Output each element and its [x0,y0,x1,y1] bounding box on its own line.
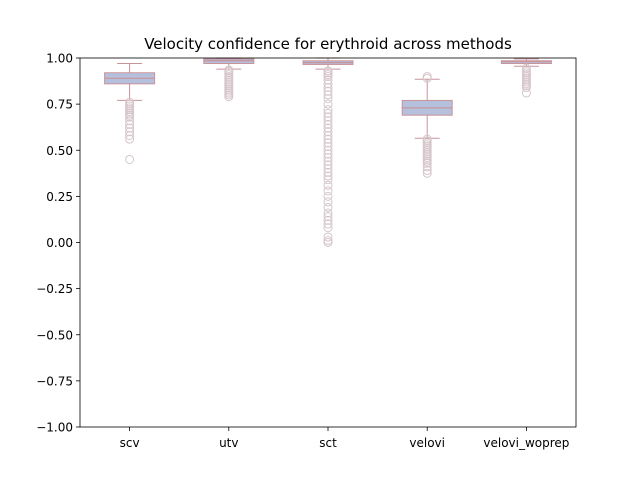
y-tick-label: −0.50 [36,328,73,342]
y-tick-label: 0.25 [46,190,73,204]
outlier-point [125,154,135,164]
outlier-point [323,160,333,170]
outlier-point [323,149,333,159]
outlier-point [323,83,333,93]
outlier-point [323,180,333,190]
x-tick-label: velovi_woprep [483,436,569,450]
outlier-point [323,112,333,122]
outlier-point [125,127,135,137]
outlier-point [323,90,333,100]
x-tick-label: sct [319,436,337,450]
chart-title: Velocity confidence for erythroid across… [144,35,512,53]
outlier-point [323,108,333,118]
outlier-point [323,191,333,201]
outlier-point [125,116,135,126]
outlier-point [323,164,333,174]
outlier-point [323,156,333,166]
outlier-point [323,167,333,177]
y-tick-label: 0.00 [46,236,73,250]
outlier-point [323,134,333,144]
plot-area: 1.00 0.75 0.50 0.25 0.00 −0.25 −0.50 −0.75 −1.00… [36,52,577,450]
outlier-point [422,158,432,168]
outlier-point [323,208,333,218]
outlier-point [125,134,135,144]
outlier-point [323,123,333,133]
outlier-point [323,116,333,126]
outlier-point [125,112,135,122]
outlier-point [323,153,333,163]
y-tick-label: −0.75 [36,374,73,388]
outlier-point [323,130,333,140]
outlier-point [521,88,531,98]
y-tick-label: −0.25 [36,282,73,296]
outlier-point [125,119,135,129]
outlier-point [224,92,234,102]
outlier-point [323,79,333,89]
outlier-point [323,171,333,181]
outlier-point [323,75,333,85]
outlier-point [323,238,333,247]
outlier-point [323,145,333,155]
outlier-point [323,223,333,233]
outlier-point [323,142,333,152]
outlier-point [323,86,333,96]
outlier-point [323,215,333,225]
outlier-point [323,71,333,81]
x-tick-label: utv [219,436,238,450]
outlier-point [323,138,333,148]
outlier-point [323,175,333,185]
x-tick-label: scv [120,436,140,450]
outlier-point [323,94,333,104]
outlier-point [125,123,135,133]
outlier-point [422,73,432,83]
y-tick-label: 0.75 [46,98,73,112]
x-tick-label: velovi [409,436,445,450]
y-tick-label: 1.00 [46,52,73,66]
axes-frame [79,57,577,428]
outlier-point [323,232,333,242]
outlier-point [125,130,135,140]
outlier-point [422,168,432,178]
outlier-point [323,202,333,212]
outlier-point [323,212,333,222]
outlier-point [422,162,432,172]
outlier-point [323,99,333,109]
outlier-point [422,166,432,176]
outlier-point [323,197,333,207]
outlier-point [323,186,333,196]
outlier-point [323,119,333,129]
outlier-point [323,127,333,137]
outlier-point [323,219,333,229]
y-tick-label: −1.00 [36,421,73,435]
outlier-point [521,83,531,93]
y-tick-label: 0.50 [46,144,73,158]
outlier-point [323,105,333,115]
